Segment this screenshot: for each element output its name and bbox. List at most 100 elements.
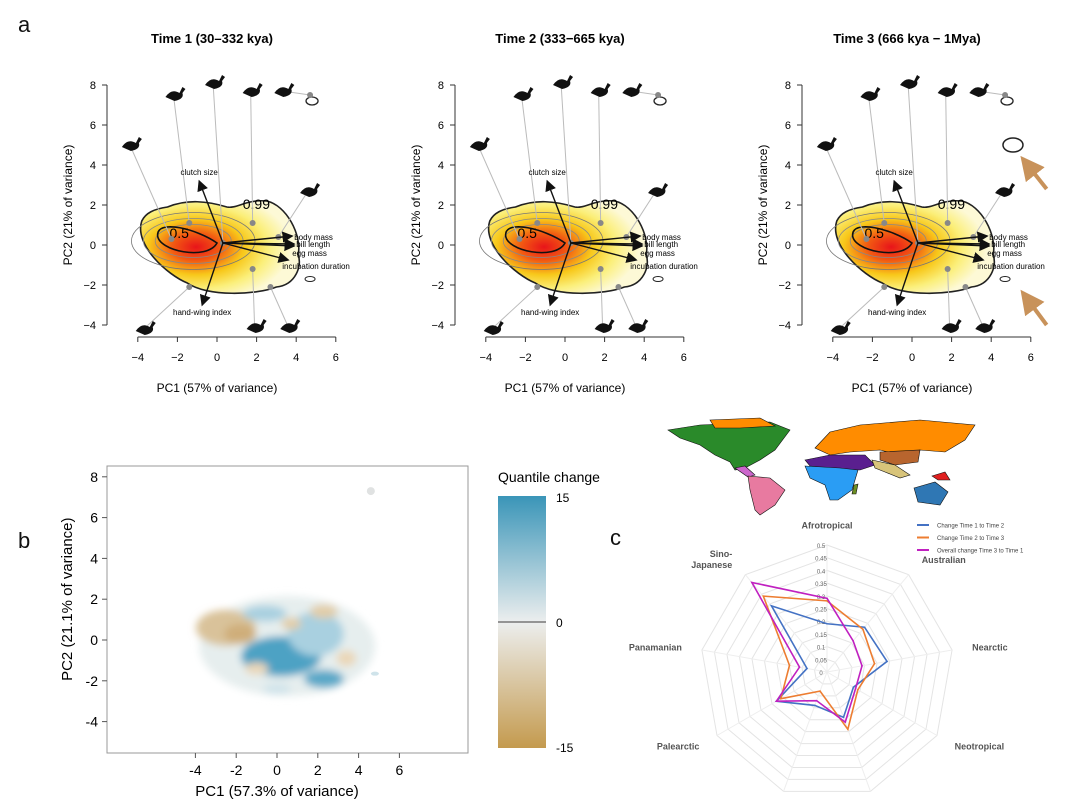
loading-arrow [917,242,985,263]
panel-label-a: a [18,12,31,37]
leader-line [212,82,224,244]
radar-axis-label: Afrotropical [801,521,852,531]
species-point [944,266,951,272]
contour-island [1002,137,1024,153]
x-tick-label: −4 [132,352,145,364]
species-point [1002,92,1009,98]
x-tick-label: -2 [230,762,243,778]
y-tick-label: 8 [438,80,444,92]
map-region-afrotropical [804,465,859,501]
radar-point [780,697,782,700]
leader-line [270,286,289,328]
radar-tick-label: 0.45 [815,557,827,563]
species-point [168,236,175,242]
radar-point [775,700,778,703]
contour-line [826,212,951,270]
x-tick-label: 2 [254,352,260,364]
map-region-panamanian [734,465,756,478]
leader-line [129,144,172,240]
x-tick-label: −2 [519,352,532,364]
x-axis-label: PC1 (57% of variance) [157,381,278,395]
radar-point [814,704,816,707]
bird-silhouette-icon [280,319,301,333]
x-tick-label: 6 [333,352,339,364]
leader-line [560,82,572,244]
x-axis-label: PC1 (57% of variance) [505,381,626,395]
loading-arrow [570,239,644,252]
heatmap-cell [224,623,257,644]
contour-island [1000,96,1014,106]
radar-point [856,688,859,691]
species-point [881,284,888,290]
x-tick-label: 0 [214,352,220,364]
y-axis-label: PC2 (21.1% of variance) [59,517,76,680]
species-point [615,284,622,290]
radar-point [826,622,828,625]
y-axis-label: PC2 (21% of variance) [756,145,770,266]
loading-arrow [917,231,989,244]
radar-point [844,721,847,723]
radar-tick-label: 0.5 [817,544,826,550]
bird-silhouette-icon [513,87,534,101]
loading-label: egg mass [640,249,675,258]
y-tick-label: 4 [90,550,98,566]
x-tick-label: 6 [681,352,687,364]
radar-spoke [716,671,828,736]
species-point [307,92,314,98]
bird-silhouette-icon [937,83,958,97]
bird-silhouette-icon [975,319,996,333]
contour-plot-1: Time 1 (30–332 kya) 0.5 0.99 clutch size bod… [61,31,350,395]
heatmap-cell [370,671,379,676]
bird-silhouette-icon [830,321,851,335]
contour-island [999,276,1011,282]
y-tick-label: 6 [90,510,98,526]
panel-label-c: c [610,525,621,550]
map-region-australian [913,481,949,506]
colorbar-tick-label: 15 [556,491,570,505]
radar-axis-label-line: Japanese [691,560,732,570]
radar-tick-label: 0 [819,671,823,677]
y-tick-label: 6 [438,120,444,132]
y-tick-label: 8 [90,469,98,485]
heatmap-cell [303,669,344,688]
radar-grid-ring [776,620,878,721]
radar-point [854,687,857,690]
radar-point [788,664,791,667]
heatmap-cell [242,605,287,622]
loading-label: clutch size [876,168,914,177]
radar-point [847,728,849,731]
leader-line [972,190,1004,238]
y-tick-label: -4 [86,714,99,730]
y-tick-label: 2 [438,200,444,212]
y-tick-label: 0 [90,632,98,648]
biogeographic-region-map [667,417,976,516]
radar-point [886,660,888,663]
radar-spoke [744,574,828,673]
x-tick-label: 4 [355,762,363,778]
x-tick-label: 4 [293,352,299,364]
leader-line [277,190,309,238]
heatmap-cell [244,662,269,675]
bird-silhouette-icon [969,83,990,97]
species-point [597,220,604,226]
colorbar-tick-label: 0 [556,616,563,630]
species-point [516,236,523,242]
species-point [944,220,951,226]
contour-0.99 [487,199,649,295]
legend-label: Change Time 1 to Time 2 [937,524,1005,530]
contour-line [154,224,232,258]
contour-label-0.5: 0.5 [864,225,884,241]
bird-silhouette-icon [622,83,643,97]
highlight-arrow [1020,289,1049,327]
x-tick-label: 4 [641,352,647,364]
contour-island [304,276,316,282]
loading-label: incubation duration [630,262,698,271]
contour-label-0.99: 0.99 [591,196,618,212]
bird-silhouette-icon [590,83,611,97]
radar-grid-ring [726,569,928,768]
loading-label: hand-wing index [521,308,579,317]
species-point [186,284,193,290]
heatmap-cell [336,650,357,667]
radar-grid-ring [751,595,903,745]
species-point [881,220,888,226]
